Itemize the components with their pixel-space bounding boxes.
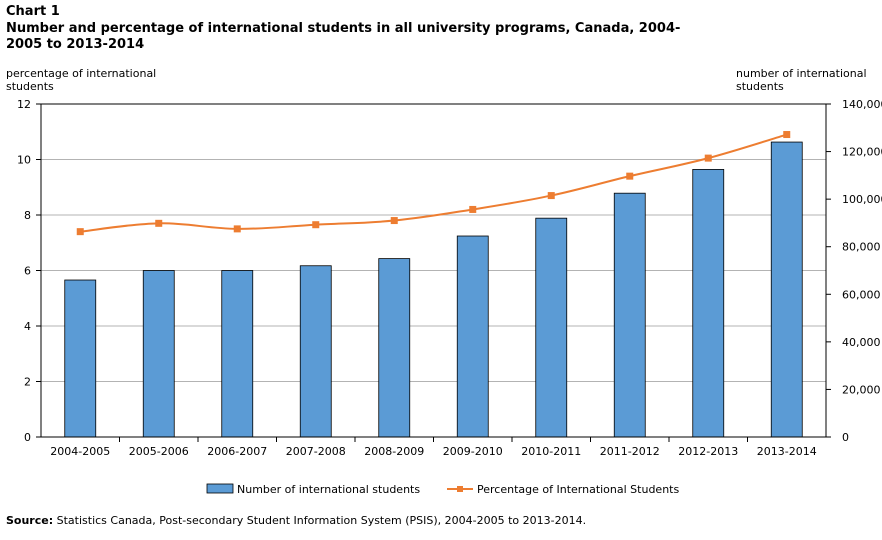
bar [299, 265, 332, 438]
left-axis-title: percentage of international students [6, 67, 157, 93]
percentage-point [547, 192, 555, 200]
right-tick-label: 20,000 [842, 383, 881, 396]
x-tick-label: 2009-2010 [443, 445, 503, 458]
percentage-point [155, 219, 163, 227]
x-tick-label: 2013-2014 [757, 445, 817, 458]
x-tick-label: 2006-2007 [207, 445, 267, 458]
right-axis-title: number of international students [736, 67, 867, 93]
right-tick-label: 100,000 [842, 193, 882, 206]
left-tick-label: 10 [17, 154, 31, 167]
x-tick-label: 2005-2006 [129, 445, 189, 458]
percentage-point [626, 172, 634, 180]
left-tick-label: 8 [24, 209, 31, 222]
percentage-point [704, 154, 712, 162]
x-tick-label: 2011-2012 [600, 445, 660, 458]
right-tick-label: 0 [842, 431, 849, 444]
percentage-point [312, 221, 320, 229]
percentage-point [233, 225, 241, 233]
x-tick-label: 2004-2005 [50, 445, 110, 458]
bar [378, 258, 411, 438]
percentage-point [469, 205, 477, 213]
bar [535, 217, 568, 438]
legend-marker-line [457, 486, 463, 492]
chart-title: Number and percentage of international s… [6, 21, 681, 52]
right-tick-label: 80,000 [842, 241, 881, 254]
right-tick-label: 60,000 [842, 288, 881, 301]
percentage-point [390, 217, 398, 225]
bar [221, 270, 254, 438]
percentage-point [783, 131, 791, 139]
source-note: Source: Statistics Canada, Post-secondar… [6, 514, 586, 527]
source-text: Statistics Canada, Post-secondary Studen… [56, 514, 587, 527]
x-tick-label: 2010-2011 [521, 445, 581, 458]
left-tick-label: 0 [24, 431, 31, 444]
chart-label: Chart 1 [6, 4, 60, 19]
x-tick-label: 2008-2009 [364, 445, 424, 458]
bar [692, 169, 725, 438]
right-tick-label: 140,000 [842, 98, 882, 111]
x-tick-label: 2007-2008 [286, 445, 346, 458]
left-tick-label: 4 [24, 320, 31, 333]
right-tick-label: 40,000 [842, 336, 881, 349]
source-label: Source: [6, 514, 54, 527]
bar [770, 141, 803, 438]
left-tick-label: 6 [24, 265, 31, 278]
bar [64, 279, 97, 438]
legend-label-bars: Number of international students [237, 483, 420, 496]
bar [613, 192, 646, 438]
left-tick-label: 2 [24, 376, 31, 389]
left-tick-label: 12 [17, 98, 31, 111]
x-tick-label: 2012-2013 [678, 445, 738, 458]
bar [456, 235, 489, 438]
right-tick-label: 120,000 [842, 146, 882, 159]
legend-label-line: Percentage of International Students [477, 483, 679, 496]
percentage-line [80, 133, 788, 233]
percentage-point [76, 228, 84, 236]
legend-swatch-bars [206, 483, 234, 494]
bar [142, 270, 175, 438]
